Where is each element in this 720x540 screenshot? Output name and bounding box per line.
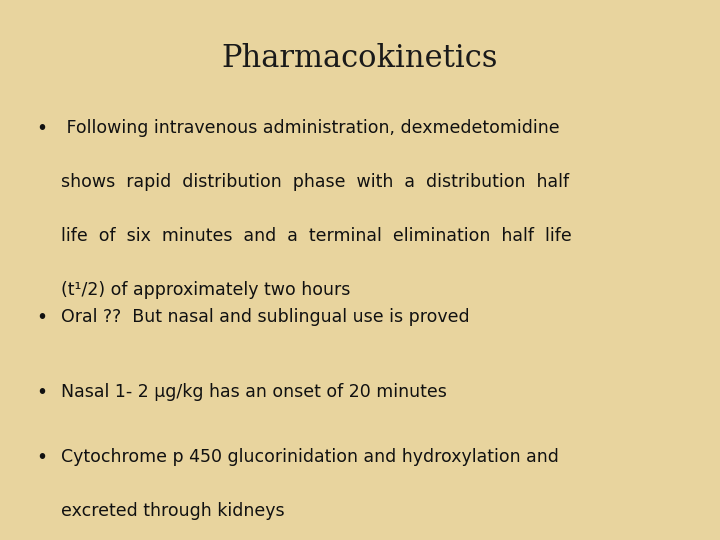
Text: life  of  six  minutes  and  a  terminal  elimination  half  life: life of six minutes and a terminal elimi… — [61, 227, 572, 245]
Text: •: • — [36, 119, 47, 138]
Text: Cytochrome p 450 glucorinidation and hydroxylation and: Cytochrome p 450 glucorinidation and hyd… — [61, 448, 559, 466]
Text: Following intravenous administration, dexmedetomidine: Following intravenous administration, de… — [61, 119, 560, 137]
Text: •: • — [36, 448, 47, 467]
Text: Oral ??  But nasal and sublingual use is proved: Oral ?? But nasal and sublingual use is … — [61, 308, 470, 326]
Text: •: • — [36, 383, 47, 402]
Text: (t¹/2) of approximately two hours: (t¹/2) of approximately two hours — [61, 281, 351, 299]
Text: excreted through kidneys: excreted through kidneys — [61, 502, 285, 520]
Text: Nasal 1- 2 μg/kg has an onset of 20 minutes: Nasal 1- 2 μg/kg has an onset of 20 minu… — [61, 383, 447, 401]
Text: •: • — [36, 308, 47, 327]
Text: shows  rapid  distribution  phase  with  a  distribution  half: shows rapid distribution phase with a di… — [61, 173, 570, 191]
Text: Pharmacokinetics: Pharmacokinetics — [222, 43, 498, 74]
